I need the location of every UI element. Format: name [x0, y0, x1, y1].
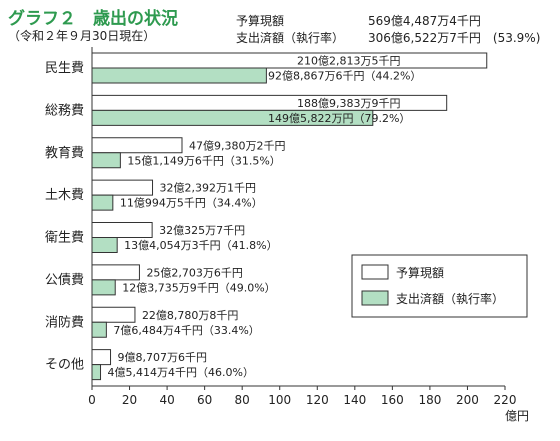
x-tick-label-8: 160	[381, 393, 404, 407]
spent-value-label-5: 12億3,735万9千円（49.0%）	[122, 281, 275, 294]
budget-value-label-3: 32億2,392万1千円	[160, 182, 256, 195]
x-tick-label-11: 220	[494, 393, 517, 407]
spent-bar-6	[91, 321, 107, 338]
category-label-4: 衛生費	[45, 231, 84, 246]
category-label-5: 公債費	[45, 273, 84, 288]
legend-label-spent: 支出済額（執行率）	[396, 291, 504, 306]
legend-swatch-spent	[361, 290, 389, 306]
legend-swatch-budget	[361, 264, 389, 280]
spent-bar-2	[91, 152, 121, 169]
summary-budget-label: 予算現額	[236, 14, 285, 28]
budget-value-label-7: 9億8,707万6千円	[118, 351, 208, 364]
legend-label-budget: 予算現額	[396, 265, 444, 280]
x-tick-label-9: 180	[418, 393, 441, 407]
budget-bar-2	[91, 137, 183, 154]
budget-bar-5	[91, 264, 140, 281]
summary-budget-value: 569億4,487万4千円	[368, 14, 481, 28]
spent-value-label-0: 92億8,867万6千円（44.2%）	[268, 70, 421, 83]
spent-value-label-2: 15億1,149万6千円（31.5%）	[127, 154, 280, 167]
budget-bar-6	[91, 306, 136, 323]
spent-bar-5	[91, 279, 116, 296]
x-tick-label-0: 0	[88, 393, 96, 407]
x-tick-label-7: 140	[343, 393, 366, 407]
budget-bar-4	[91, 222, 153, 238]
spent-value-label-6: 7億6,484万4千円（33.4%）	[113, 324, 259, 337]
category-label-0: 民生費	[45, 61, 84, 76]
spent-value-label-1: 149億5,822万円（79.2%）	[268, 112, 410, 125]
budget-value-label-4: 32億325万7千円	[159, 224, 245, 237]
category-label-6: 消防費	[45, 314, 84, 330]
chart-subtitle: （令和２年９月30日現在）	[8, 29, 156, 43]
x-tick-label-6: 120	[306, 393, 329, 407]
budget-value-label-5: 25億2,703万6千円	[146, 266, 243, 279]
x-tick-label-10: 200	[456, 393, 479, 407]
budget-value-label-6: 22億8,780万8千円	[142, 309, 239, 322]
x-tick-label-2: 40	[159, 393, 174, 407]
spent-bar-1	[91, 109, 374, 126]
x-tick-label-4: 80	[235, 393, 250, 407]
spent-value-label-3: 11億994万5千円（34.4%）	[120, 197, 263, 210]
category-label-3: 土木費	[45, 188, 84, 203]
budget-value-label-1: 188億9,383万9千円	[297, 97, 401, 110]
summary-spent-value: 306億6,522万7千円 (53.9%)	[368, 31, 541, 45]
legend-box	[351, 254, 528, 318]
spent-bar-4	[91, 237, 118, 253]
category-label-1: 総務費	[45, 103, 84, 118]
summary-spent-label: 支出済額（執行率）	[236, 31, 345, 45]
category-label-2: 教育費	[45, 145, 84, 161]
category-label-7: その他	[45, 358, 84, 373]
x-axis-unit: 億円	[505, 409, 529, 423]
chart-title: グラフ２ 歳出の状況	[8, 9, 178, 29]
spent-value-label-4: 13億4,054万3千円（41.8%）	[124, 239, 277, 252]
x-tick-label-1: 20	[122, 393, 137, 407]
budget-bar-0	[91, 52, 488, 69]
x-tick-label-3: 60	[197, 393, 212, 407]
spent-bar-7	[91, 364, 102, 381]
budget-bar-3	[91, 179, 154, 196]
x-tick-label-5: 100	[268, 393, 291, 407]
spent-value-label-7: 4億5,414万4千円（46.0%）	[108, 366, 254, 379]
spent-bar-3	[91, 194, 114, 211]
spent-bar-0	[91, 67, 267, 84]
budget-value-label-2: 47億9,380万2千円	[189, 139, 286, 152]
budget-value-label-0: 210億2,813万5千円	[297, 55, 401, 68]
budget-bar-7	[91, 349, 112, 366]
